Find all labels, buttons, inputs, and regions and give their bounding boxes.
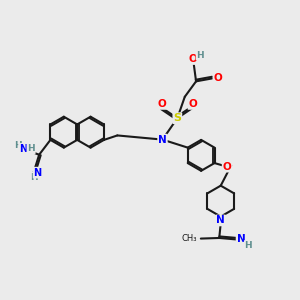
Text: N: N [216,215,225,225]
Text: O: O [188,99,197,109]
Text: N: N [19,144,27,154]
Text: H: H [14,141,22,150]
Text: CH₃: CH₃ [182,234,197,243]
Text: S: S [173,113,181,123]
Text: N: N [158,135,167,145]
Text: O: O [158,99,166,109]
Text: H: H [196,51,204,60]
Text: O: O [213,74,222,83]
Text: N: N [237,234,245,244]
Text: O: O [189,54,197,64]
Text: H: H [27,144,35,153]
Text: H: H [244,241,252,250]
Text: N: N [34,168,42,178]
Text: H: H [30,173,38,182]
Text: O: O [223,162,231,172]
